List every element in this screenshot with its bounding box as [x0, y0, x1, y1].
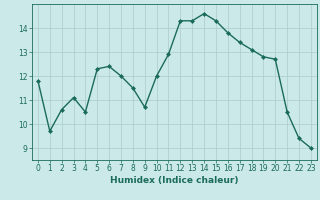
X-axis label: Humidex (Indice chaleur): Humidex (Indice chaleur) — [110, 176, 239, 185]
